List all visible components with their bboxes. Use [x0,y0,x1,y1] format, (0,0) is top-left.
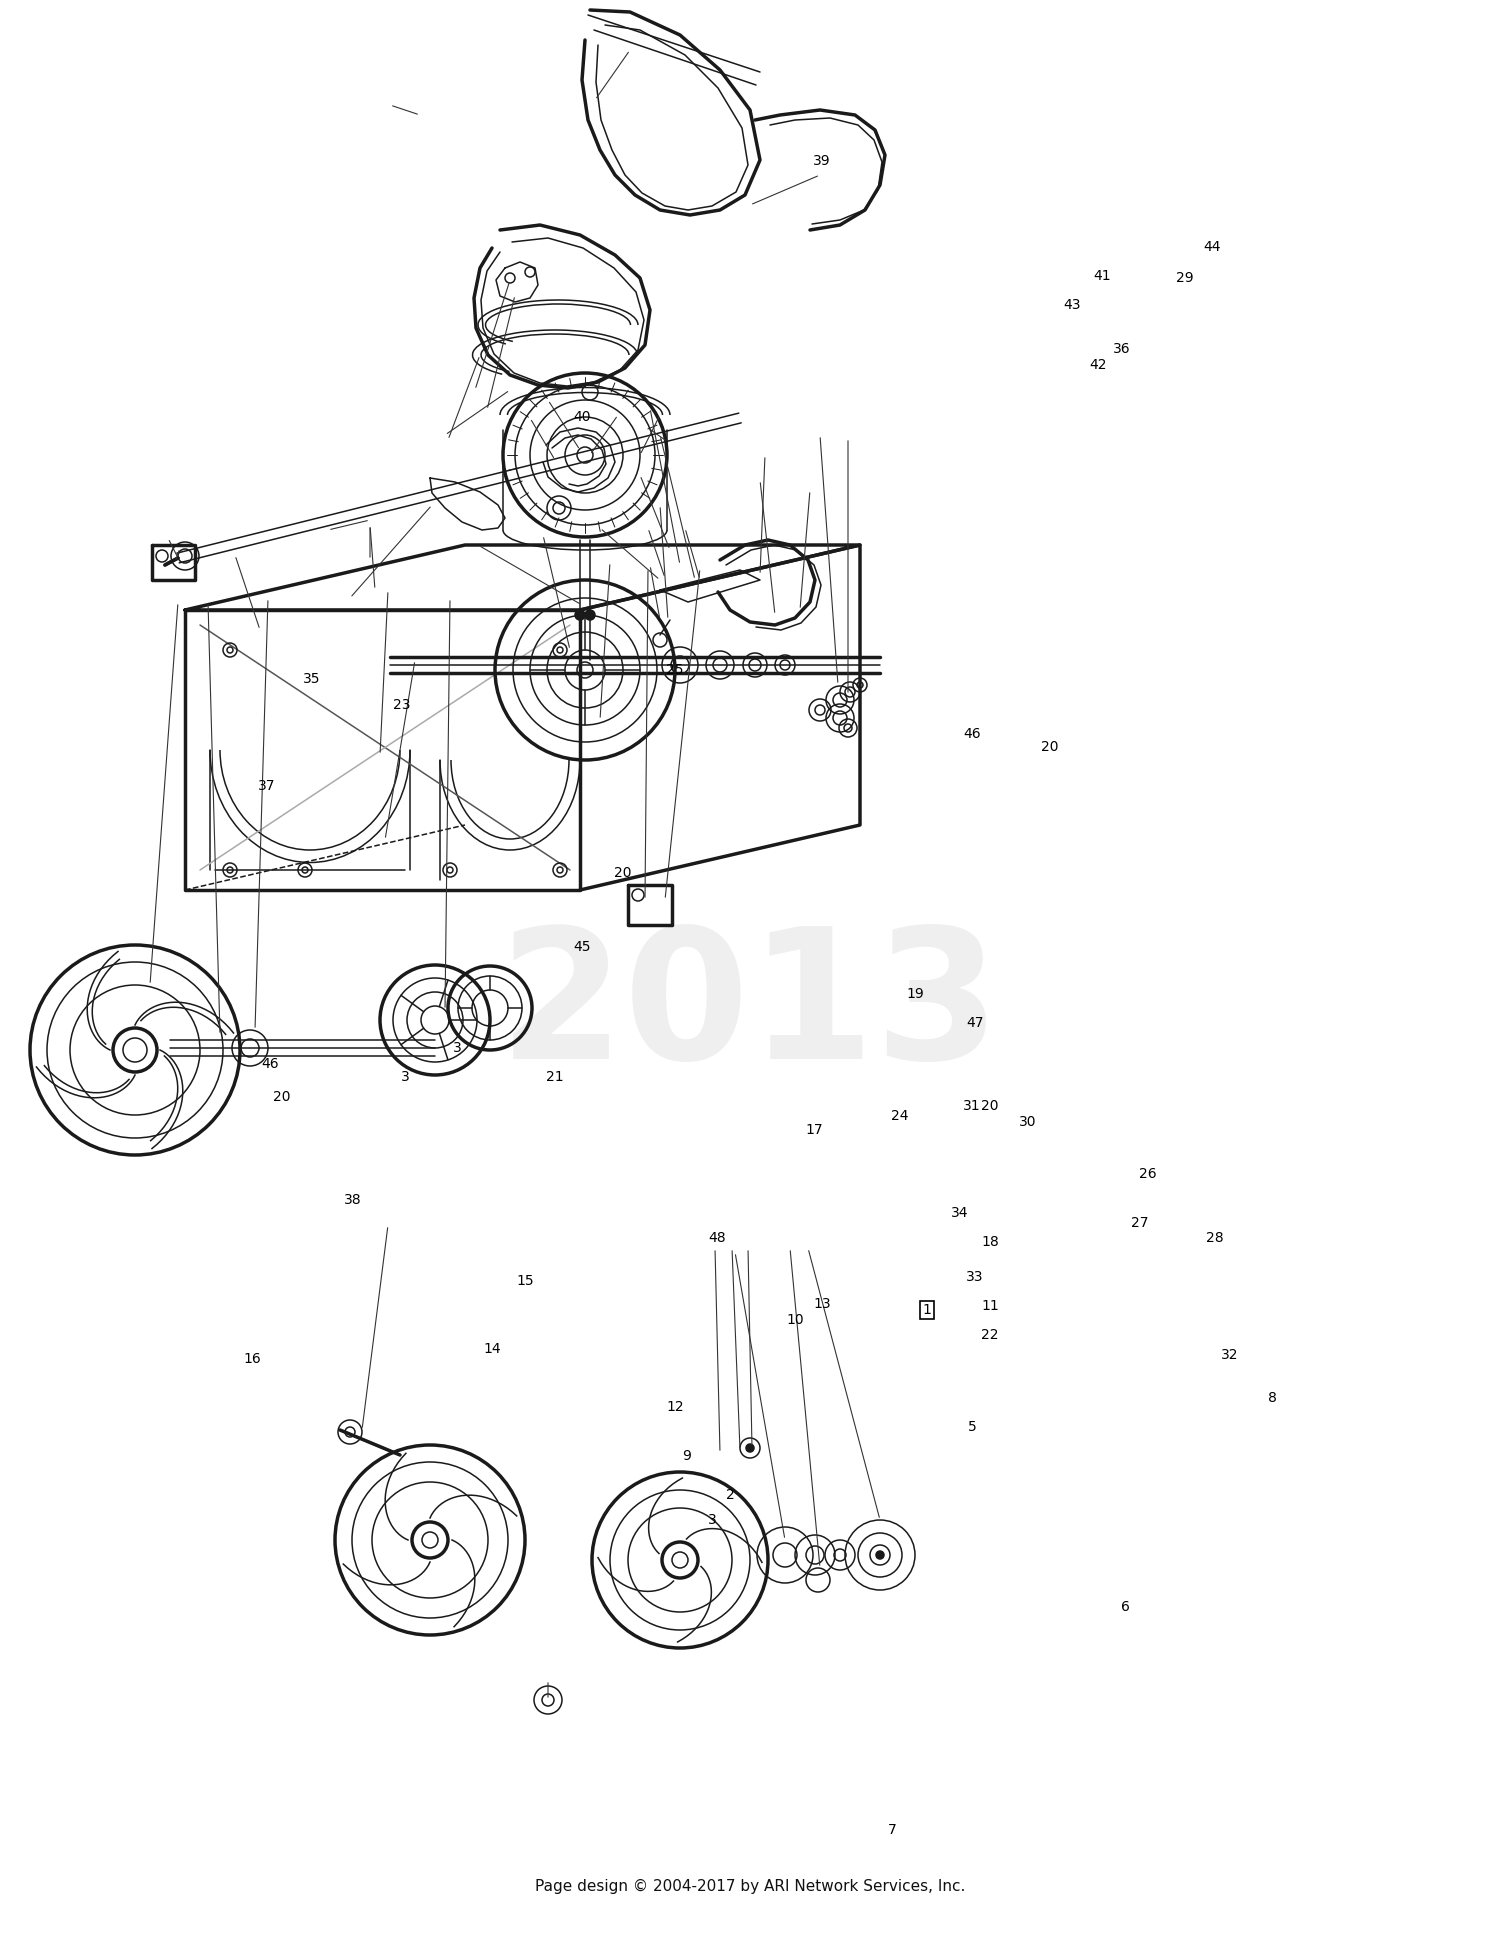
Circle shape [876,1551,884,1559]
Text: 42: 42 [1089,357,1107,373]
Text: 33: 33 [966,1269,984,1285]
Text: 3: 3 [708,1512,717,1528]
Text: 3: 3 [400,1069,410,1085]
Text: 11: 11 [981,1299,999,1314]
Text: 46: 46 [261,1056,279,1071]
Text: 46: 46 [963,726,981,741]
Circle shape [746,1444,754,1452]
Text: 30: 30 [1019,1114,1036,1130]
Text: 6: 6 [1120,1599,1130,1615]
Text: 13: 13 [813,1297,831,1312]
Text: 17: 17 [806,1122,824,1137]
Text: 38: 38 [344,1192,362,1207]
Text: 2013: 2013 [500,922,1000,1097]
Text: 31: 31 [963,1099,981,1114]
Text: 2: 2 [726,1487,735,1502]
Text: Page design © 2004-2017 by ARI Network Services, Inc.: Page design © 2004-2017 by ARI Network S… [536,1879,964,1894]
Text: 14: 14 [483,1341,501,1357]
Text: 20: 20 [273,1089,291,1104]
Text: 41: 41 [1094,268,1112,283]
Text: 27: 27 [1131,1215,1149,1231]
Text: 48: 48 [708,1231,726,1246]
Text: 12: 12 [666,1399,684,1415]
Text: 19: 19 [906,986,924,1002]
Text: 44: 44 [1203,239,1221,254]
Text: 20: 20 [1041,740,1059,755]
Text: 21: 21 [546,1069,564,1085]
Text: 29: 29 [1176,270,1194,285]
Text: 43: 43 [1064,297,1082,313]
Text: 3: 3 [453,1040,462,1056]
Text: 36: 36 [1113,342,1131,357]
Text: 10: 10 [786,1312,804,1328]
Text: 20: 20 [981,1099,999,1114]
Text: 15: 15 [516,1273,534,1289]
Text: 35: 35 [303,672,321,687]
Text: 22: 22 [981,1328,999,1343]
Text: 8: 8 [1268,1390,1276,1405]
Text: 24: 24 [891,1108,909,1124]
Text: 20: 20 [614,866,632,881]
Text: 28: 28 [1206,1231,1224,1246]
Text: 32: 32 [1221,1347,1239,1363]
Text: 9: 9 [682,1448,692,1464]
Text: 26: 26 [1138,1167,1156,1182]
Text: 1: 1 [922,1302,932,1318]
Text: 25: 25 [666,662,684,677]
Text: 18: 18 [981,1234,999,1250]
Circle shape [585,609,596,619]
Text: 23: 23 [393,697,411,712]
Text: 5: 5 [968,1419,976,1434]
Circle shape [574,609,585,619]
Text: 7: 7 [888,1823,897,1838]
Text: 47: 47 [966,1015,984,1031]
Text: 37: 37 [258,778,276,794]
Text: 40: 40 [573,410,591,425]
Text: 45: 45 [573,939,591,955]
Text: 39: 39 [813,153,831,169]
Text: 34: 34 [951,1205,969,1221]
Text: 16: 16 [243,1351,261,1366]
